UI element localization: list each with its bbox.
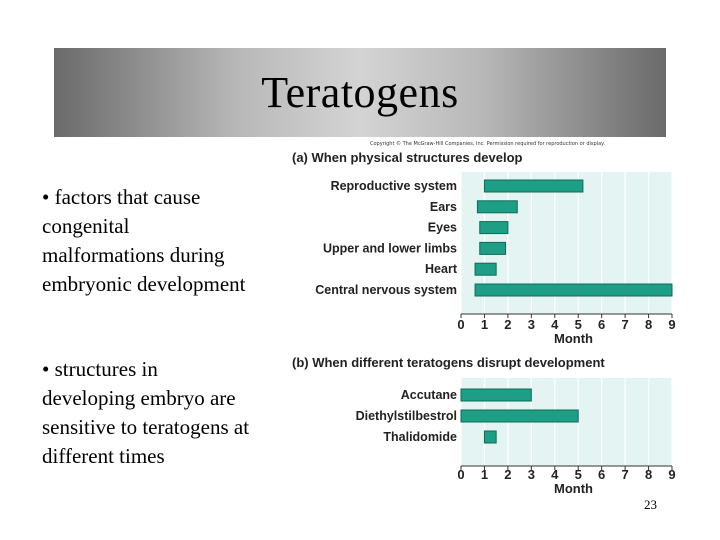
- tick-label: 3: [528, 467, 535, 482]
- tick-label: 1: [481, 467, 488, 482]
- chart-b: (b) When different teratogens disrupt de…: [292, 355, 676, 496]
- tick-label: 8: [645, 467, 652, 482]
- tick-label: 8: [645, 317, 652, 332]
- teratogen-charts: (a) When physical structures develop 0 1 2 3…: [292, 150, 676, 496]
- x-axis-label: Month: [554, 481, 593, 496]
- slide-title: Teratogens: [261, 68, 459, 117]
- bullet-1-text: • factors that cause congenital malforma…: [42, 185, 246, 296]
- bar: [460, 388, 532, 402]
- tick-label: 0: [457, 317, 464, 332]
- category-label: Accutane: [401, 388, 457, 402]
- tick-label: 2: [504, 467, 511, 482]
- chart-title: (a) When physical structures develop: [292, 150, 523, 165]
- tick-label: 9: [668, 467, 675, 482]
- tick-label: 0: [457, 467, 464, 482]
- bar: [476, 200, 518, 214]
- tick-label: 3: [528, 317, 535, 332]
- bullet-1: • factors that cause congenital malforma…: [42, 183, 252, 299]
- chart-title: (b) When different teratogens disrupt de…: [292, 355, 605, 370]
- tick-label: 6: [598, 467, 605, 482]
- bullet-2-text: • structures in developing embryo are se…: [42, 357, 250, 468]
- category-label: Central nervous system: [315, 283, 457, 297]
- bullet-2: • structures in developing embryo are se…: [42, 355, 252, 471]
- category-label: Diethylstilbestrol: [356, 409, 457, 423]
- chart-a: (a) When physical structures develop 0 1 2 3…: [292, 150, 676, 346]
- tick-label: 5: [575, 467, 582, 482]
- tick-label: 9: [668, 317, 675, 332]
- copyright-notice: Copyright © The McGraw-Hill Companies, I…: [370, 141, 605, 147]
- tick-label: 7: [621, 317, 628, 332]
- bar: [483, 179, 584, 193]
- bar: [479, 221, 509, 235]
- category-label: Thalidomide: [383, 430, 457, 444]
- tick-label: 4: [551, 317, 559, 332]
- tick-label: 4: [551, 467, 559, 482]
- category-label: Eyes: [428, 221, 457, 235]
- tick-label: 5: [575, 317, 582, 332]
- tick-label: 7: [621, 467, 628, 482]
- bar: [483, 430, 497, 444]
- category-label: Heart: [425, 262, 458, 276]
- bar: [474, 262, 497, 276]
- bar: [460, 409, 579, 423]
- tick-label: 1: [481, 317, 488, 332]
- bar: [479, 241, 507, 255]
- x-axis-label: Month: [554, 331, 593, 346]
- tick-label: 6: [598, 317, 605, 332]
- slide-number: 23: [644, 497, 657, 512]
- bar: [474, 283, 673, 297]
- category-label: Reproductive system: [331, 179, 457, 193]
- title-bar: Teratogens: [54, 48, 666, 137]
- category-label: Upper and lower limbs: [323, 241, 457, 255]
- category-label: Ears: [430, 200, 457, 214]
- tick-label: 2: [504, 317, 511, 332]
